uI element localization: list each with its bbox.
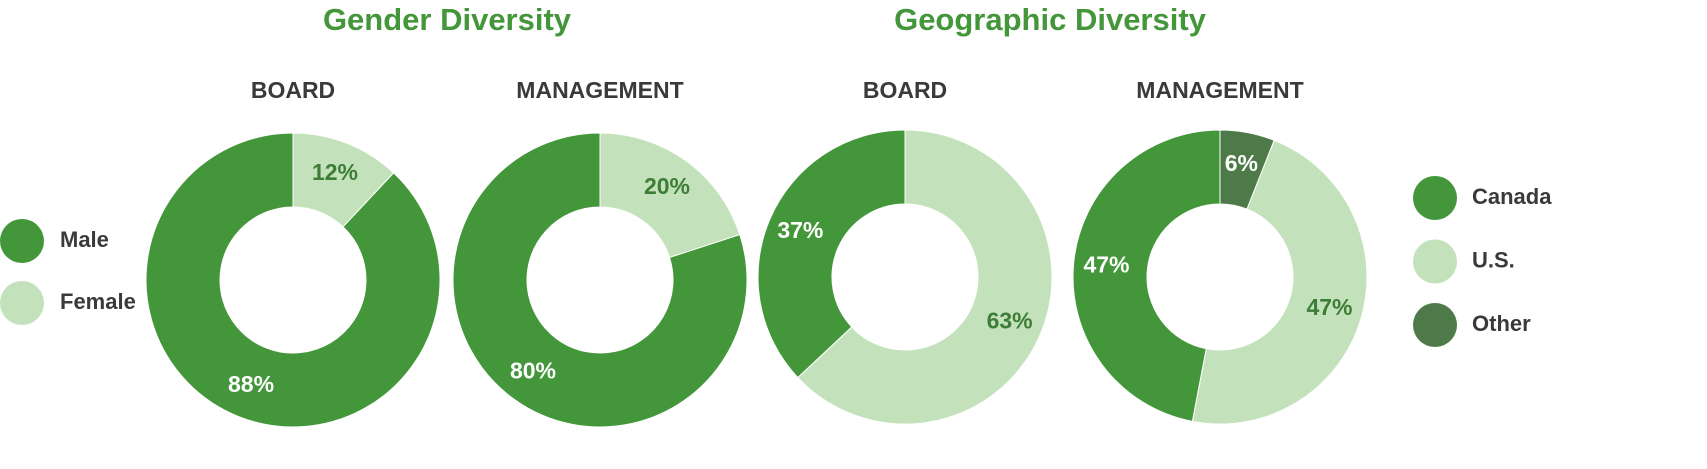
legend-label: Male <box>60 227 109 252</box>
value-label: 63% <box>987 307 1033 333</box>
legend-label: Female <box>60 289 136 314</box>
legend-marker <box>0 219 44 263</box>
legend-marker <box>0 281 44 325</box>
group-heading: Gender Diversity <box>323 2 572 37</box>
legend-label: Canada <box>1472 184 1552 209</box>
legend-marker <box>1413 239 1457 284</box>
legend-marker <box>1413 303 1457 347</box>
chart-title: MANAGEMENT <box>516 77 683 103</box>
donut-slice <box>757 129 906 379</box>
legend-marker <box>1413 176 1457 220</box>
donut-slice <box>452 132 748 428</box>
donut-slice <box>599 132 741 259</box>
donut-slice <box>797 129 1053 425</box>
value-label: 6% <box>1225 150 1258 176</box>
chart-title: BOARD <box>863 77 947 103</box>
value-label: 12% <box>312 159 358 185</box>
value-label: 20% <box>644 173 690 199</box>
chart-title: MANAGEMENT <box>1136 77 1303 103</box>
donut-slice <box>1191 139 1368 425</box>
chart-title: BOARD <box>251 77 335 103</box>
donut-slice <box>292 132 395 228</box>
value-label: 88% <box>228 371 274 397</box>
value-label: 47% <box>1306 294 1352 320</box>
value-label: 80% <box>510 357 556 383</box>
donut-slice <box>1072 129 1221 422</box>
value-label: 47% <box>1083 251 1129 277</box>
legend-label: U.S. <box>1472 247 1515 272</box>
donut-slice <box>1219 129 1275 210</box>
legend-label: Other <box>1472 311 1531 336</box>
donut-slice <box>145 132 441 428</box>
group-heading: Geographic Diversity <box>894 2 1207 37</box>
value-label: 37% <box>777 217 823 243</box>
